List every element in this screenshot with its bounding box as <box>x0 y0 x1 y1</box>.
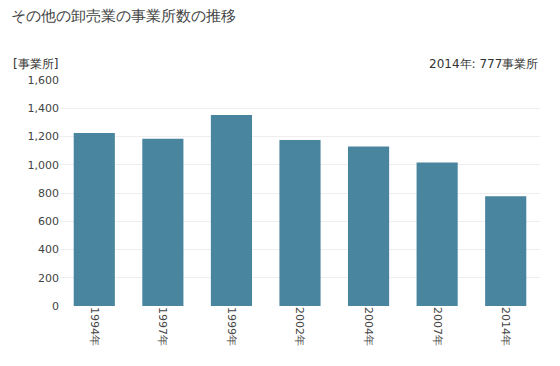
svg-text:2004年: 2004年 <box>362 307 375 346</box>
svg-text:1,000: 1,000 <box>28 159 60 172</box>
svg-text:1997年: 1997年 <box>156 307 169 346</box>
svg-text:2002年: 2002年 <box>293 307 306 346</box>
svg-text:800: 800 <box>38 187 59 200</box>
svg-text:1,600: 1,600 <box>28 74 60 87</box>
svg-text:200: 200 <box>38 272 59 285</box>
svg-text:600: 600 <box>38 215 59 228</box>
svg-text:その他の卸売業の事業所数の推移: その他の卸売業の事業所数の推移 <box>11 7 236 25</box>
svg-text:400: 400 <box>38 243 59 256</box>
svg-text:1999年: 1999年 <box>225 307 238 346</box>
svg-text:2007年: 2007年 <box>431 307 444 346</box>
svg-text:[事業所]: [事業所] <box>13 57 58 71</box>
svg-text:1994年: 1994年 <box>88 307 101 346</box>
svg-text:2014年: 2014年 <box>499 307 512 346</box>
svg-text:2014年: 777事業所: 2014年: 777事業所 <box>429 57 538 71</box>
svg-text:0: 0 <box>52 300 59 313</box>
svg-text:1,400: 1,400 <box>28 102 60 115</box>
svg-text:1,200: 1,200 <box>28 130 60 143</box>
